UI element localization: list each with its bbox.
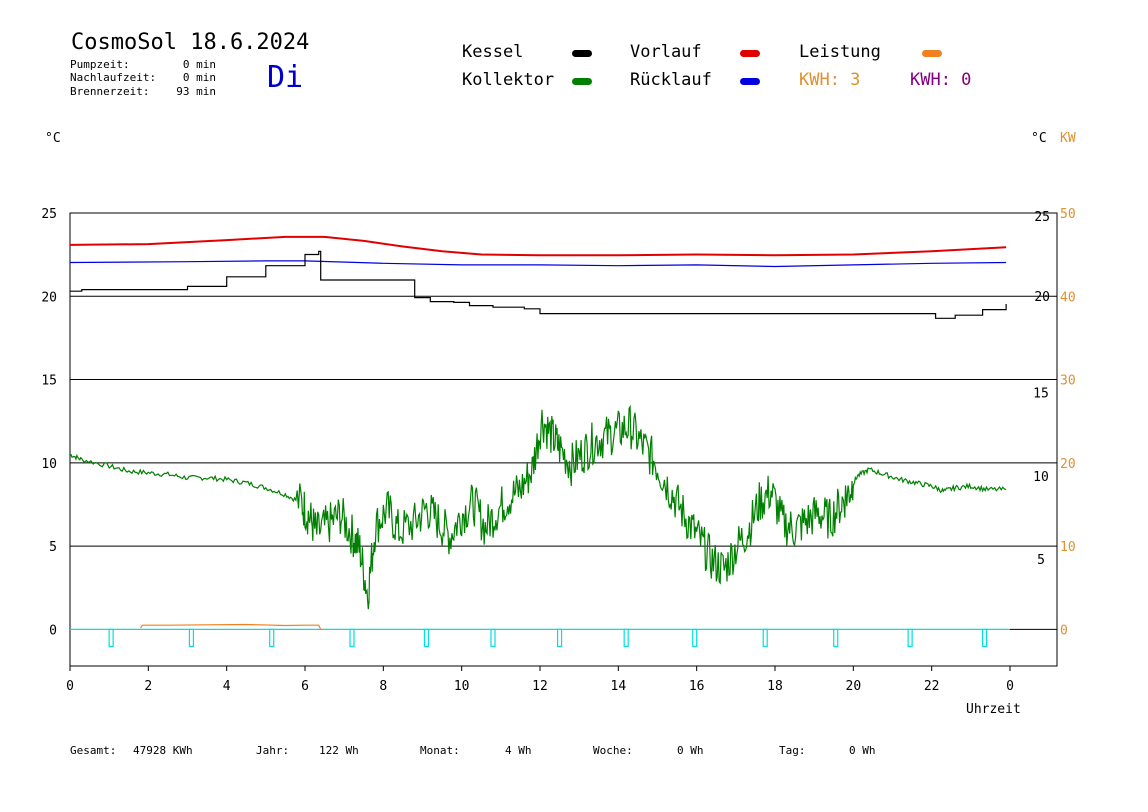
x-tick-label: 0 — [66, 679, 74, 694]
plot-frame — [69, 212, 1058, 667]
kw-tick-label: 30 — [1060, 374, 1076, 389]
pump-time-label: Pumpzeit: — [70, 58, 130, 71]
x-tick-label: 12 — [532, 679, 548, 694]
x-tick-label: 6 — [301, 679, 309, 694]
lower-right-tick-label: 10 — [1033, 470, 1049, 485]
legend-kessel-label: Kessel — [462, 42, 524, 62]
left-tick-label: 5 — [49, 540, 57, 555]
weekday-label: Di — [267, 60, 304, 95]
pump-pulse — [692, 628, 698, 647]
pump-pulse — [188, 628, 195, 647]
x-tick-label: 16 — [689, 679, 705, 694]
footer-week-value: 0 Wh — [677, 744, 704, 757]
kw-tick-label: 40 — [1060, 290, 1076, 305]
x-tick-label: 2 — [144, 679, 152, 694]
burner-time-value: 93 min — [176, 85, 216, 98]
burner-time-row: Brennerzeit: 93 min — [70, 85, 216, 98]
footer-day-value: 0 Wh — [849, 744, 876, 757]
series-line-leistung — [140, 623, 322, 630]
upper-right-tick-label: 25 — [1034, 210, 1050, 225]
legend-kessel-swatch — [572, 50, 592, 57]
pump-pulse — [981, 628, 988, 647]
pump-pulse — [623, 628, 629, 647]
afterrun-time-value: 0 min — [182, 71, 216, 84]
right-axis-unit-kw: KW — [1060, 131, 1076, 146]
left-tick-label: 10 — [41, 457, 57, 472]
x-tick-label: 4 — [223, 679, 231, 694]
pump-pulse — [833, 628, 839, 647]
x-tick-label: 22 — [924, 679, 940, 694]
legend-kwh-heat: KWH: 3 — [799, 70, 861, 90]
afterrun-time-row: Nachlaufzeit: 0 min — [70, 71, 216, 84]
legend-kollektor-label: Kollektor — [462, 70, 555, 90]
kw-tick-label: 0 — [1060, 623, 1068, 638]
pump-pulse — [762, 628, 768, 647]
kw-tick-label: 50 — [1060, 207, 1076, 222]
chart-title: CosmoSol 18.6.2024 — [71, 30, 310, 55]
pump-pulse — [269, 628, 275, 647]
legend-leistung-swatch — [922, 50, 942, 57]
pump-pulse — [423, 628, 430, 647]
legend-ruecklauf-swatch — [740, 78, 760, 85]
pump-time-value: 0 min — [182, 58, 216, 71]
kw-tick-label: 20 — [1060, 457, 1076, 472]
lower-right-tick-label: 5 — [1037, 553, 1045, 568]
series-line-vorlauf — [69, 235, 1007, 257]
left-tick-label: 20 — [41, 290, 57, 305]
right-axis-unit-celsius: °C — [1031, 131, 1047, 146]
pump-pulse — [556, 628, 563, 647]
footer-total-value: 47928 KWh — [133, 744, 193, 757]
legend-kollektor-swatch — [572, 78, 592, 85]
series-line-ruecklauf — [69, 260, 1007, 268]
x-tick-label: 18 — [767, 679, 783, 694]
left-axis-unit: °C — [45, 131, 61, 146]
footer-month-value: 4 Wh — [505, 744, 532, 757]
left-tick-label: 0 — [49, 623, 57, 638]
pump-time-row: Pumpzeit: 0 min — [70, 58, 216, 71]
upper-right-tick-label: 20 — [1034, 290, 1050, 305]
burner-time-label: Brennerzeit: — [70, 85, 150, 98]
pump-pulse — [108, 628, 114, 647]
left-tick-label: 15 — [41, 374, 57, 389]
series-line-kessel — [70, 250, 1007, 319]
footer-day-label: Tag: — [779, 744, 806, 757]
lower-right-tick-label: 15 — [1033, 387, 1049, 402]
legend-vorlauf-label: Vorlauf — [630, 42, 702, 62]
x-axis-label: Uhrzeit — [966, 702, 1021, 717]
footer-month-label: Monat: — [420, 744, 460, 757]
x-tick-label: 20 — [846, 679, 862, 694]
x-tick-label: 8 — [379, 679, 387, 694]
x-tick-label: 0 — [1006, 679, 1014, 694]
legend-ruecklauf-label: Rücklauf — [630, 70, 712, 90]
series-line-kollektor — [69, 404, 1007, 610]
afterrun-time-label: Nachlaufzeit: — [70, 71, 157, 84]
footer-year-value: 122 Wh — [319, 744, 359, 757]
left-tick-label: 25 — [41, 207, 57, 222]
legend-vorlauf-swatch — [740, 50, 760, 57]
pump-pulse — [490, 628, 496, 647]
footer-year-label: Jahr: — [256, 744, 290, 757]
pump-pulse — [907, 628, 913, 647]
x-tick-label: 10 — [454, 679, 470, 694]
footer-total-label: Gesamt: — [70, 744, 117, 757]
footer-week-label: Woche: — [593, 744, 633, 757]
legend-kwh-solar: KWH: 0 — [910, 70, 972, 90]
x-tick-label: 14 — [611, 679, 627, 694]
legend-leistung-label: Leistung — [799, 42, 881, 62]
kw-tick-label: 10 — [1060, 540, 1076, 555]
pump-pulse — [349, 628, 355, 647]
